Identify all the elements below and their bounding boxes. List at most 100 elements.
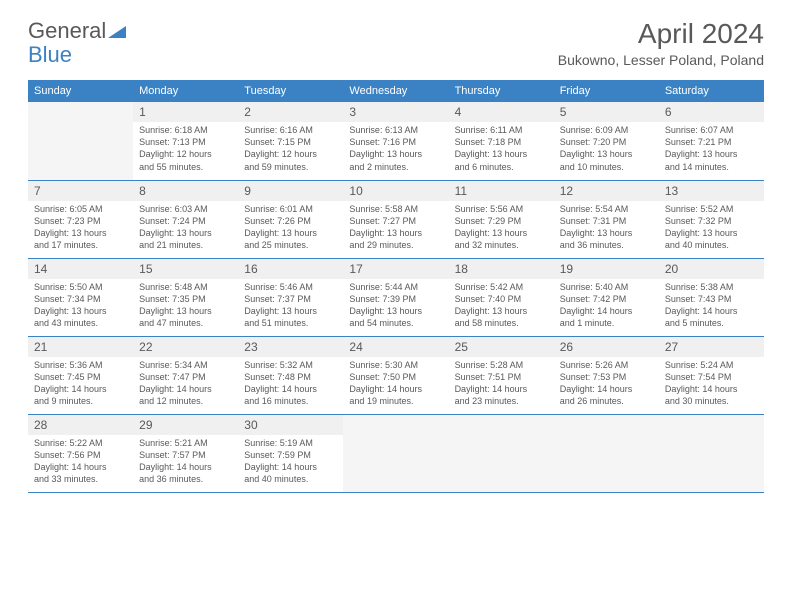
day-sr: Sunrise: 6:18 AM	[139, 124, 232, 136]
day-ss: Sunset: 7:31 PM	[560, 215, 653, 227]
day-sr: Sunrise: 5:44 AM	[349, 281, 442, 293]
calendar-day-cell: 30Sunrise: 5:19 AMSunset: 7:59 PMDayligh…	[238, 414, 343, 492]
day-d2: and 25 minutes.	[244, 239, 337, 251]
day-d1: Daylight: 14 hours	[455, 383, 548, 395]
day-number: 8	[133, 181, 238, 201]
day-ss: Sunset: 7:24 PM	[139, 215, 232, 227]
day-sr: Sunrise: 5:54 AM	[560, 203, 653, 215]
day-ss: Sunset: 7:57 PM	[139, 449, 232, 461]
day-d2: and 30 minutes.	[665, 395, 758, 407]
calendar-week-row: 7Sunrise: 6:05 AMSunset: 7:23 PMDaylight…	[28, 180, 764, 258]
calendar-day-cell: 15Sunrise: 5:48 AMSunset: 7:35 PMDayligh…	[133, 258, 238, 336]
day-d2: and 2 minutes.	[349, 161, 442, 173]
day-sr: Sunrise: 5:34 AM	[139, 359, 232, 371]
day-d2: and 9 minutes.	[34, 395, 127, 407]
calendar-day-cell: 25Sunrise: 5:28 AMSunset: 7:51 PMDayligh…	[449, 336, 554, 414]
day-sr: Sunrise: 5:19 AM	[244, 437, 337, 449]
day-d1: Daylight: 14 hours	[560, 383, 653, 395]
day-ss: Sunset: 7:48 PM	[244, 371, 337, 383]
day-d2: and 47 minutes.	[139, 317, 232, 329]
day-ss: Sunset: 7:37 PM	[244, 293, 337, 305]
day-number: 1	[133, 102, 238, 122]
day-sr: Sunrise: 5:56 AM	[455, 203, 548, 215]
day-sr: Sunrise: 6:13 AM	[349, 124, 442, 136]
day-d2: and 14 minutes.	[665, 161, 758, 173]
day-d2: and 21 minutes.	[139, 239, 232, 251]
day-ss: Sunset: 7:54 PM	[665, 371, 758, 383]
calendar-week-row: 1Sunrise: 6:18 AMSunset: 7:13 PMDaylight…	[28, 102, 764, 180]
day-d1: Daylight: 13 hours	[34, 305, 127, 317]
day-sr: Sunrise: 5:48 AM	[139, 281, 232, 293]
calendar-day-cell: 28Sunrise: 5:22 AMSunset: 7:56 PMDayligh…	[28, 414, 133, 492]
day-ss: Sunset: 7:47 PM	[139, 371, 232, 383]
day-d2: and 29 minutes.	[349, 239, 442, 251]
day-sr: Sunrise: 5:38 AM	[665, 281, 758, 293]
day-ss: Sunset: 7:35 PM	[139, 293, 232, 305]
day-ss: Sunset: 7:43 PM	[665, 293, 758, 305]
day-number: 11	[449, 181, 554, 201]
day-sr: Sunrise: 6:11 AM	[455, 124, 548, 136]
day-d2: and 59 minutes.	[244, 161, 337, 173]
day-sr: Sunrise: 5:30 AM	[349, 359, 442, 371]
day-d2: and 12 minutes.	[139, 395, 232, 407]
day-d2: and 58 minutes.	[455, 317, 548, 329]
day-sr: Sunrise: 5:24 AM	[665, 359, 758, 371]
day-ss: Sunset: 7:59 PM	[244, 449, 337, 461]
day-ss: Sunset: 7:27 PM	[349, 215, 442, 227]
calendar-day-cell: 8Sunrise: 6:03 AMSunset: 7:24 PMDaylight…	[133, 180, 238, 258]
day-number: 22	[133, 337, 238, 357]
calendar-day-cell	[554, 414, 659, 492]
day-sr: Sunrise: 5:21 AM	[139, 437, 232, 449]
day-sr: Sunrise: 5:58 AM	[349, 203, 442, 215]
calendar-day-cell: 14Sunrise: 5:50 AMSunset: 7:34 PMDayligh…	[28, 258, 133, 336]
day-number: 7	[28, 181, 133, 201]
day-number: 4	[449, 102, 554, 122]
calendar-day-cell: 10Sunrise: 5:58 AMSunset: 7:27 PMDayligh…	[343, 180, 448, 258]
day-number: 23	[238, 337, 343, 357]
day-sr: Sunrise: 6:05 AM	[34, 203, 127, 215]
weekday-header: Saturday	[659, 80, 764, 102]
calendar-week-row: 21Sunrise: 5:36 AMSunset: 7:45 PMDayligh…	[28, 336, 764, 414]
day-d2: and 40 minutes.	[244, 473, 337, 485]
day-number: 15	[133, 259, 238, 279]
day-number: 25	[449, 337, 554, 357]
day-sr: Sunrise: 6:16 AM	[244, 124, 337, 136]
calendar-day-cell: 7Sunrise: 6:05 AMSunset: 7:23 PMDaylight…	[28, 180, 133, 258]
day-d2: and 1 minute.	[560, 317, 653, 329]
day-d2: and 32 minutes.	[455, 239, 548, 251]
day-d2: and 36 minutes.	[139, 473, 232, 485]
day-d1: Daylight: 14 hours	[665, 383, 758, 395]
calendar-day-cell: 17Sunrise: 5:44 AMSunset: 7:39 PMDayligh…	[343, 258, 448, 336]
day-sr: Sunrise: 5:46 AM	[244, 281, 337, 293]
day-d2: and 16 minutes.	[244, 395, 337, 407]
day-ss: Sunset: 7:39 PM	[349, 293, 442, 305]
day-ss: Sunset: 7:56 PM	[34, 449, 127, 461]
day-sr: Sunrise: 5:52 AM	[665, 203, 758, 215]
calendar-day-cell: 22Sunrise: 5:34 AMSunset: 7:47 PMDayligh…	[133, 336, 238, 414]
calendar-day-cell: 29Sunrise: 5:21 AMSunset: 7:57 PMDayligh…	[133, 414, 238, 492]
title-block: April 2024 Bukowno, Lesser Poland, Polan…	[558, 18, 764, 68]
day-d2: and 51 minutes.	[244, 317, 337, 329]
calendar-day-cell: 4Sunrise: 6:11 AMSunset: 7:18 PMDaylight…	[449, 102, 554, 180]
day-d1: Daylight: 13 hours	[455, 227, 548, 239]
day-sr: Sunrise: 5:28 AM	[455, 359, 548, 371]
day-d1: Daylight: 14 hours	[244, 383, 337, 395]
day-d2: and 17 minutes.	[34, 239, 127, 251]
calendar-day-cell: 23Sunrise: 5:32 AMSunset: 7:48 PMDayligh…	[238, 336, 343, 414]
day-ss: Sunset: 7:53 PM	[560, 371, 653, 383]
day-d2: and 26 minutes.	[560, 395, 653, 407]
month-title: April 2024	[558, 18, 764, 50]
day-ss: Sunset: 7:18 PM	[455, 136, 548, 148]
day-d1: Daylight: 13 hours	[244, 227, 337, 239]
calendar-day-cell	[28, 102, 133, 180]
day-number: 30	[238, 415, 343, 435]
day-ss: Sunset: 7:21 PM	[665, 136, 758, 148]
day-number: 3	[343, 102, 448, 122]
day-d1: Daylight: 14 hours	[349, 383, 442, 395]
calendar-day-cell: 5Sunrise: 6:09 AMSunset: 7:20 PMDaylight…	[554, 102, 659, 180]
day-number: 14	[28, 259, 133, 279]
weekday-header: Monday	[133, 80, 238, 102]
day-number: 19	[554, 259, 659, 279]
calendar-day-cell: 6Sunrise: 6:07 AMSunset: 7:21 PMDaylight…	[659, 102, 764, 180]
day-d1: Daylight: 14 hours	[34, 461, 127, 473]
